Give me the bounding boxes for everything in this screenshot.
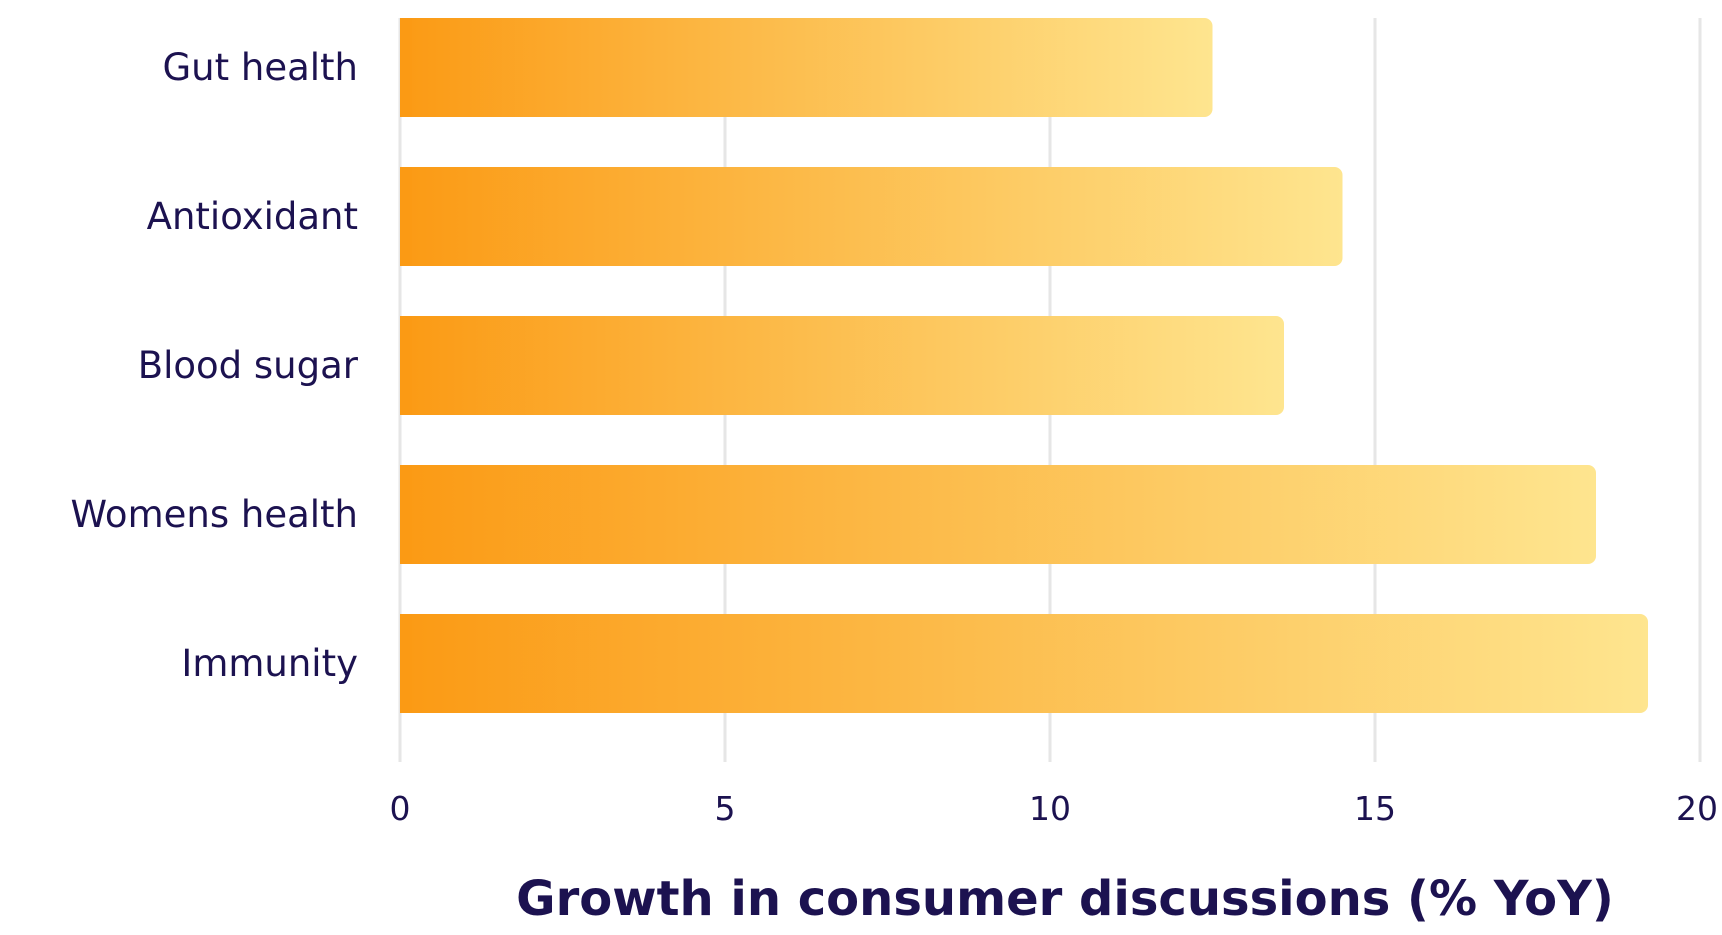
bar-base-womens-health [400,465,412,564]
x-tick-label-15: 15 [1354,789,1396,828]
x-tick-label-5: 5 [715,789,736,828]
x-tick-label-10: 10 [1029,789,1071,828]
bar-blood-sugar [400,316,1284,415]
bar-base-antioxidant [400,167,412,266]
category-label-blood-sugar: Blood sugar [138,344,359,387]
category-label-gut-health: Gut health [162,46,358,89]
bar-womens-health [400,465,1596,564]
category-labels: Gut health Antioxidant Blood sugar Womens h… [71,46,359,685]
category-label-womens-health: Womens health [71,493,358,536]
x-axis-title: Growth in consumer discussions (% YoY) [516,871,1614,927]
category-label-immunity: Immunity [181,642,358,685]
bar-base-blood-sugar [400,316,412,415]
bar-base-gut-health [400,18,412,117]
x-tick-labels: 0 5 10 15 20 [390,789,1719,828]
bars [400,18,1648,713]
bar-antioxidant [400,167,1343,266]
bar-gut-health [400,18,1213,117]
x-tick-label-20: 20 [1676,789,1718,828]
bar-immunity [400,614,1648,713]
bar-base-immunity [400,614,412,713]
x-tick-label-0: 0 [390,789,411,828]
category-label-antioxidant: Antioxidant [147,195,358,238]
